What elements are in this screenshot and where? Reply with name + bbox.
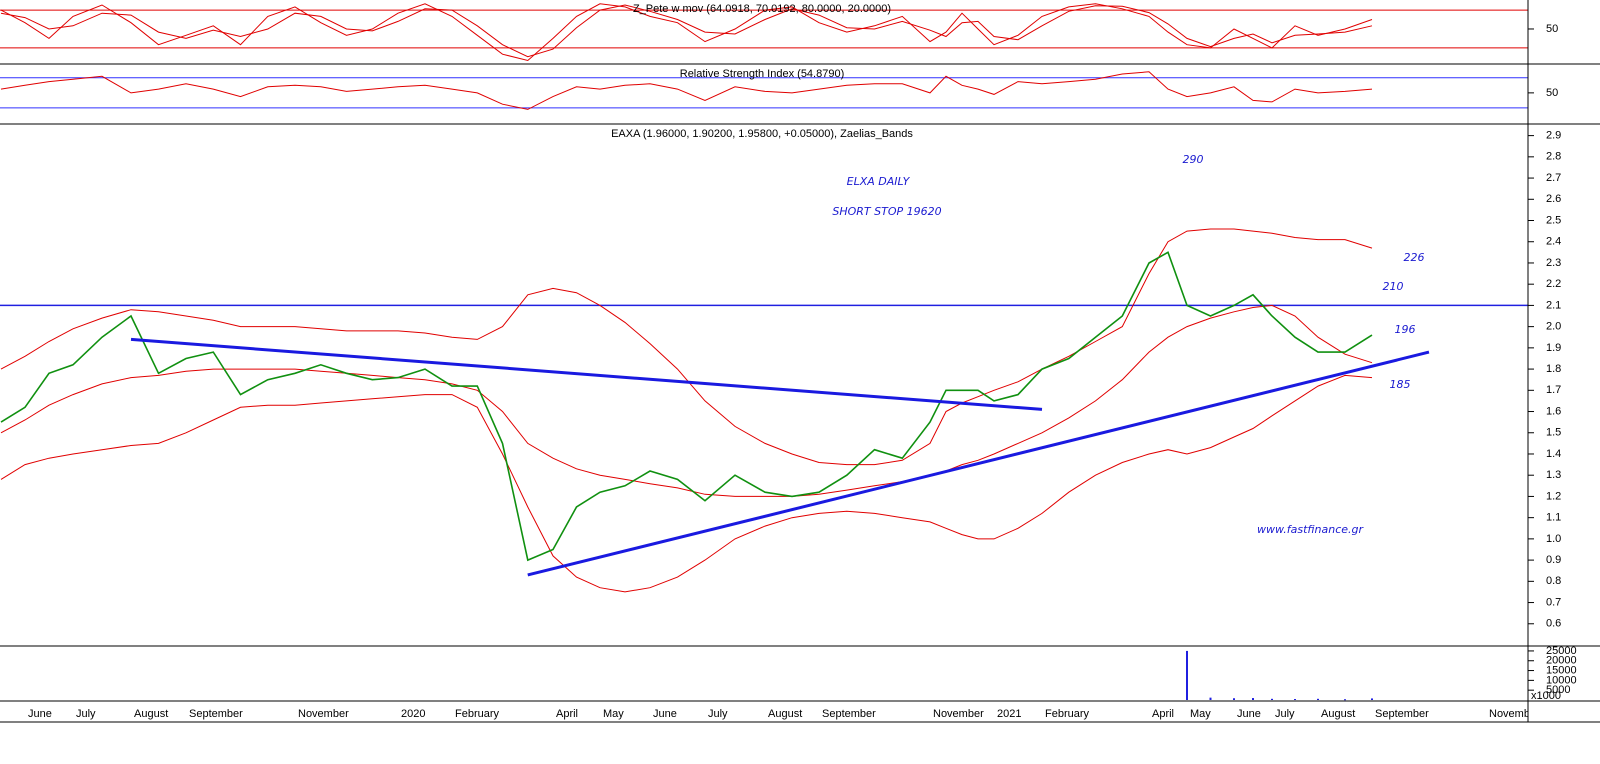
y-tick-label: 2.3 bbox=[1546, 257, 1561, 269]
y-tick-label: 2.7 bbox=[1546, 172, 1561, 184]
y-tick-label: 1.9 bbox=[1546, 342, 1561, 354]
volume-bar bbox=[1294, 699, 1296, 701]
x-tick-label: September bbox=[822, 708, 876, 720]
annotation: 196 bbox=[1395, 323, 1416, 336]
y-tick-label: 2.1 bbox=[1546, 299, 1561, 311]
x-tick-label: June bbox=[653, 708, 677, 720]
volume-bar bbox=[1233, 698, 1235, 700]
y-tick-label: 0.7 bbox=[1546, 596, 1561, 608]
volume-bar bbox=[1186, 650, 1188, 700]
y-tick-label: 50 bbox=[1546, 23, 1558, 35]
annotation: www.fastfinance.gr bbox=[1257, 523, 1365, 536]
series-line bbox=[0, 228, 1373, 466]
series-line bbox=[0, 251, 1373, 562]
x-tick-label: May bbox=[603, 708, 624, 720]
volume-bar bbox=[1252, 698, 1254, 700]
x-tick-label: September bbox=[189, 708, 243, 720]
y-tick-label: 2.0 bbox=[1546, 321, 1561, 333]
y-tick-label: 0.9 bbox=[1546, 554, 1561, 566]
annotation: 185 bbox=[1390, 378, 1411, 391]
y-tick-label: 5000 bbox=[1546, 684, 1570, 696]
y-tick-label: 1.8 bbox=[1546, 363, 1561, 375]
annotation: 210 bbox=[1383, 280, 1404, 293]
x-tick-label: June bbox=[28, 708, 52, 720]
y-tick-label: 2.5 bbox=[1546, 214, 1561, 226]
x-tick-label: April bbox=[1152, 708, 1174, 720]
x-tick-label: February bbox=[1045, 708, 1090, 720]
x-tick-label: May bbox=[1190, 708, 1211, 720]
y-tick-label: 1.5 bbox=[1546, 427, 1561, 439]
x-tick-label: August bbox=[134, 708, 168, 720]
series-line bbox=[0, 304, 1373, 497]
y-tick-label: 2.8 bbox=[1546, 151, 1561, 163]
x-tick-label: 2021 bbox=[997, 708, 1021, 720]
x-tick-label: November bbox=[933, 708, 984, 720]
y-tick-label: 1.6 bbox=[1546, 405, 1561, 417]
volume-bar bbox=[1317, 698, 1319, 700]
x-tick-label: November bbox=[1489, 708, 1540, 720]
y-tick-label: 1.1 bbox=[1546, 512, 1561, 524]
panel-title: Z_Pete w mov (64.0918, 70.0192, 80.0000,… bbox=[633, 3, 891, 15]
trend-line bbox=[527, 350, 1430, 577]
axis-layer: Z_Pete w mov (64.0918, 70.0192, 80.0000,… bbox=[0, 0, 1600, 723]
panel-title: Relative Strength Index (54.8790) bbox=[680, 68, 845, 80]
y-tick-label: 2.6 bbox=[1546, 193, 1561, 205]
unit-label: x1000 bbox=[1531, 690, 1561, 702]
annotation: 226 bbox=[1404, 251, 1425, 264]
annotation: SHORT STOP 19620 bbox=[832, 205, 941, 218]
y-tick-label: 20000 bbox=[1546, 655, 1577, 667]
x-tick-label: June bbox=[1237, 708, 1261, 720]
x-tick-label: July bbox=[708, 708, 728, 720]
volume-bar bbox=[1371, 698, 1373, 700]
volume-bar bbox=[1209, 697, 1212, 700]
y-tick-label: 2.2 bbox=[1546, 278, 1561, 290]
volume-bar bbox=[1344, 699, 1346, 701]
x-tick-label: July bbox=[1275, 708, 1295, 720]
y-tick-label: 1.3 bbox=[1546, 469, 1561, 481]
y-tick-label: 2.9 bbox=[1546, 130, 1561, 142]
x-tick-label: November bbox=[298, 708, 349, 720]
y-tick-label: 50 bbox=[1546, 87, 1558, 99]
series-line bbox=[0, 374, 1373, 593]
y-tick-label: 2.4 bbox=[1546, 236, 1561, 248]
x-tick-label: February bbox=[455, 708, 500, 720]
x-tick-label: August bbox=[1321, 708, 1355, 720]
y-tick-label: 1.7 bbox=[1546, 384, 1561, 396]
x-tick-label: September bbox=[1375, 708, 1429, 720]
x-tick-label: July bbox=[76, 708, 96, 720]
trend-line bbox=[130, 337, 1043, 411]
y-tick-label: 1.0 bbox=[1546, 533, 1561, 545]
y-tick-label: 10000 bbox=[1546, 674, 1577, 686]
y-tick-label: 25000 bbox=[1546, 645, 1577, 657]
y-tick-label: 0.8 bbox=[1546, 575, 1561, 587]
x-tick-label: April bbox=[556, 708, 578, 720]
x-tick-label: August bbox=[768, 708, 802, 720]
series-line bbox=[0, 4, 1373, 58]
volume-bar bbox=[1271, 698, 1273, 700]
annotation: 290 bbox=[1183, 153, 1204, 166]
x-tick-label: 2020 bbox=[401, 708, 425, 720]
y-tick-label: 15000 bbox=[1546, 664, 1577, 676]
plot-layer: June July August September November 2020 Febru… bbox=[0, 3, 1540, 720]
y-tick-label: 1.4 bbox=[1546, 448, 1561, 460]
panel-title: EAXA (1.96000, 1.90200, 1.95800, +0.0500… bbox=[611, 128, 913, 140]
y-tick-label: 1.2 bbox=[1546, 490, 1561, 502]
series-line bbox=[0, 3, 1373, 62]
series-line bbox=[0, 71, 1373, 110]
y-tick-label: 0.6 bbox=[1546, 618, 1561, 630]
annotation: ELXA DAILY bbox=[847, 175, 911, 188]
